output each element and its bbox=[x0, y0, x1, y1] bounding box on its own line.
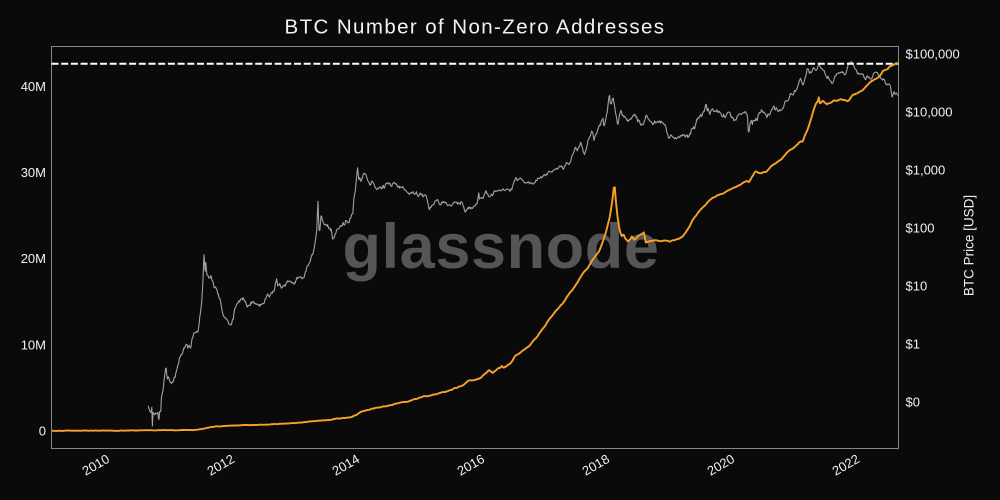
svg-text:$10,000: $10,000 bbox=[906, 104, 953, 119]
svg-text:BTC Price [USD]: BTC Price [USD] bbox=[962, 195, 977, 296]
svg-text:BTC Number of Non-Zero Address: BTC Number of Non-Zero Addresses bbox=[285, 16, 666, 39]
svg-text:$100,000: $100,000 bbox=[906, 46, 960, 61]
svg-text:$1: $1 bbox=[906, 336, 920, 351]
svg-text:$1,000: $1,000 bbox=[906, 162, 946, 177]
svg-text:10M: 10M bbox=[21, 337, 46, 352]
svg-text:$0: $0 bbox=[906, 394, 920, 409]
svg-text:0: 0 bbox=[39, 424, 46, 439]
svg-text:30M: 30M bbox=[21, 165, 46, 180]
svg-text:20M: 20M bbox=[21, 251, 46, 266]
svg-text:$10: $10 bbox=[906, 278, 928, 293]
svg-text:$100: $100 bbox=[906, 220, 935, 235]
svg-text:glassnode: glassnode bbox=[343, 212, 660, 282]
svg-text:40M: 40M bbox=[21, 79, 46, 94]
